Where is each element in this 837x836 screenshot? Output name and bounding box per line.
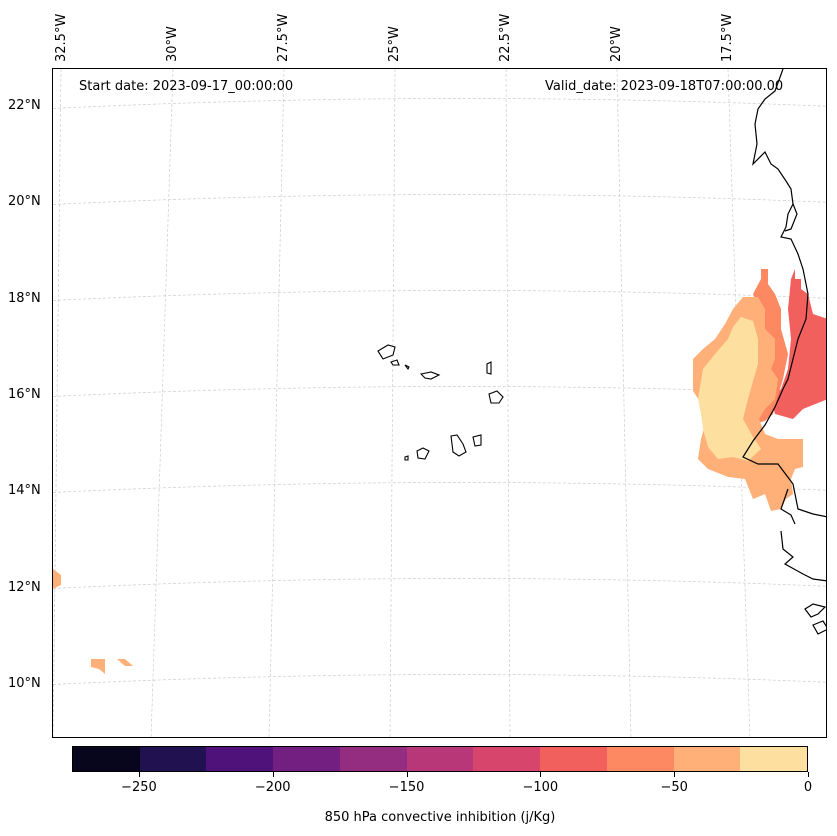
island-maio	[472, 434, 482, 447]
lat-label-16n: 16°N	[8, 387, 41, 402]
cin-shading	[53, 269, 826, 674]
colorbar-segment	[540, 747, 607, 771]
lat-label-18n: 18°N	[8, 291, 41, 306]
island-sal	[486, 361, 492, 375]
lat-label-22n: 22°N	[8, 98, 41, 113]
map-canvas	[53, 69, 826, 737]
island-sao-vicente	[390, 359, 400, 366]
cin-region-west-patch-b	[91, 659, 105, 674]
colorbar-tick	[272, 772, 274, 777]
colorbar-segment	[673, 747, 741, 771]
map-panel[interactable]	[52, 68, 827, 738]
lon-label-30w: 30°W	[165, 26, 180, 62]
colorbar-segment	[206, 747, 274, 771]
colorbar-segment	[273, 747, 340, 771]
colorbar-tick-label: −100	[522, 780, 559, 795]
colorbar-tick-label: 0	[803, 780, 813, 795]
colorbar-segment	[606, 747, 674, 771]
colorbar-tick	[674, 772, 676, 777]
lon-label-32-5w: 32.5°W	[54, 13, 69, 62]
colorbar-tick	[808, 772, 809, 777]
colorbar-tick-label: −200	[254, 780, 291, 795]
colorbar-tick	[540, 772, 542, 777]
gridline-lat-12n	[53, 578, 826, 589]
cin-region-west-patch-a	[53, 569, 61, 589]
lat-label-10n: 10°N	[8, 676, 41, 691]
gridline-lat-22n	[53, 98, 826, 109]
island-santa-luzia	[404, 364, 410, 371]
island-santo-antao	[377, 344, 396, 360]
cin-region-west-patch-c	[117, 659, 133, 666]
colorbar-tick-label: −50	[660, 780, 688, 795]
gridline-lon-30w	[150, 69, 174, 737]
colorbar-tick-label: −250	[121, 780, 157, 795]
lat-label-12n: 12°N	[8, 580, 41, 595]
gridline-lat-20n	[53, 194, 826, 205]
colorbar-tick	[138, 772, 140, 777]
island-boa-vista	[488, 390, 504, 404]
gridline-lon-22-5w	[505, 69, 511, 737]
lon-label-25w: 25°W	[387, 26, 402, 62]
coastline-bay	[784, 203, 798, 232]
cin-region-core-pale-yellow	[698, 317, 761, 461]
colorbar-tick-label: −150	[388, 780, 425, 795]
coastline-mainland	[742, 69, 826, 518]
coastline-islet-2	[812, 620, 826, 635]
gridline-lon-32-5w	[53, 69, 62, 737]
gridline-lon-25w	[389, 69, 396, 737]
colorbar-segment	[473, 747, 541, 771]
coastline	[742, 69, 826, 635]
colorbar	[72, 746, 808, 772]
graticule	[53, 69, 826, 737]
coastline-islet-1	[804, 603, 826, 618]
colorbar-segment	[73, 747, 140, 771]
colorbar-segment	[339, 747, 407, 771]
lon-label-27-5w: 27.5°W	[276, 13, 291, 62]
cape-verde-islands	[377, 344, 504, 461]
colorbar-segment	[139, 747, 207, 771]
valid-date-text: Valid_date: 2023-09-18T07:00:00.00	[545, 79, 784, 94]
island-sao-nicolau	[419, 371, 441, 380]
start-date-text: Start date: 2023-09-17_00:00:00	[79, 79, 294, 94]
lon-label-20w: 20°W	[609, 26, 624, 62]
gridline-lon-27-5w	[268, 69, 285, 737]
colorbar-segment	[406, 747, 474, 771]
coastline-guinea-bissau	[780, 530, 826, 582]
coastline-gambia	[780, 488, 796, 525]
gridline-lat-14n	[53, 482, 826, 493]
island-santiago	[450, 434, 467, 457]
lat-label-20n: 20°N	[8, 194, 41, 209]
gridline-lat-10n	[53, 674, 826, 685]
colorbar-label: 850 hPa convective inhibition (j/Kg)	[324, 810, 556, 825]
lon-label-17-5w: 17.5°W	[720, 13, 735, 62]
gridline-lon-20w	[616, 69, 632, 737]
island-brava	[404, 455, 409, 461]
colorbar-segment	[740, 747, 808, 771]
gridline-lat-18n	[53, 290, 826, 301]
colorbar-tick	[406, 772, 408, 777]
island-fogo	[416, 447, 430, 460]
lat-label-14n: 14°N	[8, 483, 41, 498]
lon-label-22-5w: 22.5°W	[498, 13, 513, 62]
cin-region-east-red	[771, 269, 826, 419]
